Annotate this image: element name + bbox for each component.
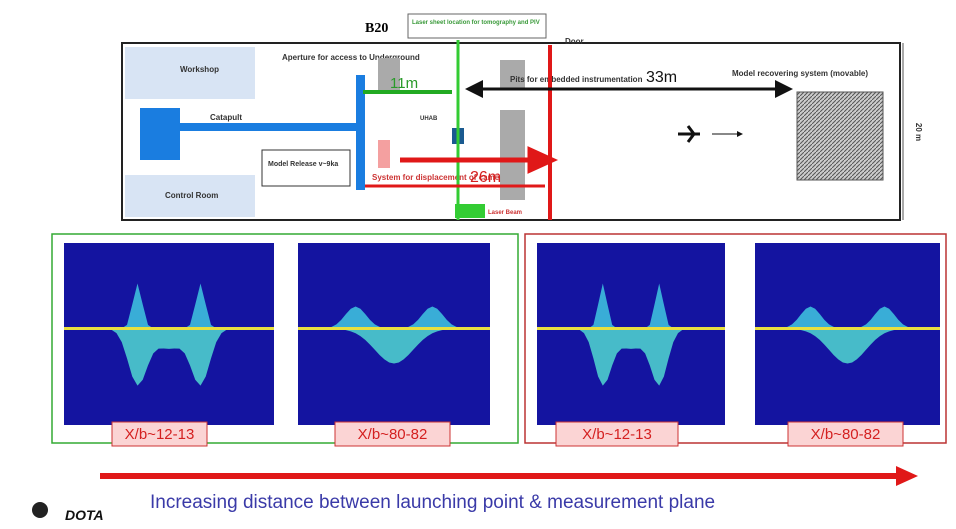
workshop-label: Workshop xyxy=(180,65,219,74)
wake-upper xyxy=(755,306,940,329)
catapult-rail xyxy=(180,123,360,131)
plot-label-box xyxy=(334,421,451,447)
control-room xyxy=(125,175,255,217)
release-label: Model Release v~9ka xyxy=(268,161,338,168)
laser-source xyxy=(455,204,485,218)
dist-11: 11m xyxy=(390,75,418,92)
plot-label-box xyxy=(787,421,904,447)
catapult-label: Catapult xyxy=(210,113,242,122)
distance-arrow-head xyxy=(896,466,918,486)
panel-red xyxy=(524,233,947,444)
plot-label-box xyxy=(111,421,208,447)
wake-lower xyxy=(64,328,274,386)
aperture-label: Aperture for access to Underground xyxy=(282,53,420,62)
pits-label: Pits for embedded instrumentation xyxy=(510,75,643,84)
plot-label: X/b~80-82 xyxy=(358,426,428,443)
door-label: Door xyxy=(565,37,584,46)
logo-icon xyxy=(32,502,48,518)
panel-green xyxy=(51,233,519,444)
pit xyxy=(378,58,400,90)
plot-label: X/b~80-82 xyxy=(811,426,881,443)
catapult-block xyxy=(140,108,180,160)
recovery-system xyxy=(796,91,884,181)
logo: DOTA xyxy=(65,507,104,523)
red-arrow xyxy=(400,146,559,174)
width-label: 20 m xyxy=(914,123,923,141)
camera-rail xyxy=(378,140,390,168)
wake-lower xyxy=(298,328,490,364)
plot-label: X/b~12-13 xyxy=(125,426,195,443)
dist-33: 33m xyxy=(646,69,677,86)
wake-lower xyxy=(537,328,725,386)
dist-26: 26m xyxy=(470,169,501,186)
plot-label-box xyxy=(555,421,679,447)
plot-label: X/b~12-13 xyxy=(582,426,652,443)
recovery-label: Model recovering system (movable) xyxy=(732,69,868,78)
workshop-room xyxy=(125,47,255,99)
caption: Increasing distance between launching po… xyxy=(150,492,715,513)
control-label: Control Room xyxy=(165,191,218,200)
uhab-label: UHAB xyxy=(420,116,438,122)
laser-box xyxy=(407,13,547,39)
wake-lower xyxy=(755,328,940,364)
wake-upper xyxy=(298,306,490,329)
aperture-bar xyxy=(356,75,365,190)
release-box xyxy=(261,149,351,187)
title: B20 xyxy=(365,21,388,36)
plane-icon xyxy=(678,125,700,143)
laser-sheet-label: Laser sheet location for tomography and … xyxy=(412,20,540,26)
cameras-label: System for displacement of cameras xyxy=(372,173,512,182)
laser-beam-label: Laser Beam xyxy=(488,210,522,216)
